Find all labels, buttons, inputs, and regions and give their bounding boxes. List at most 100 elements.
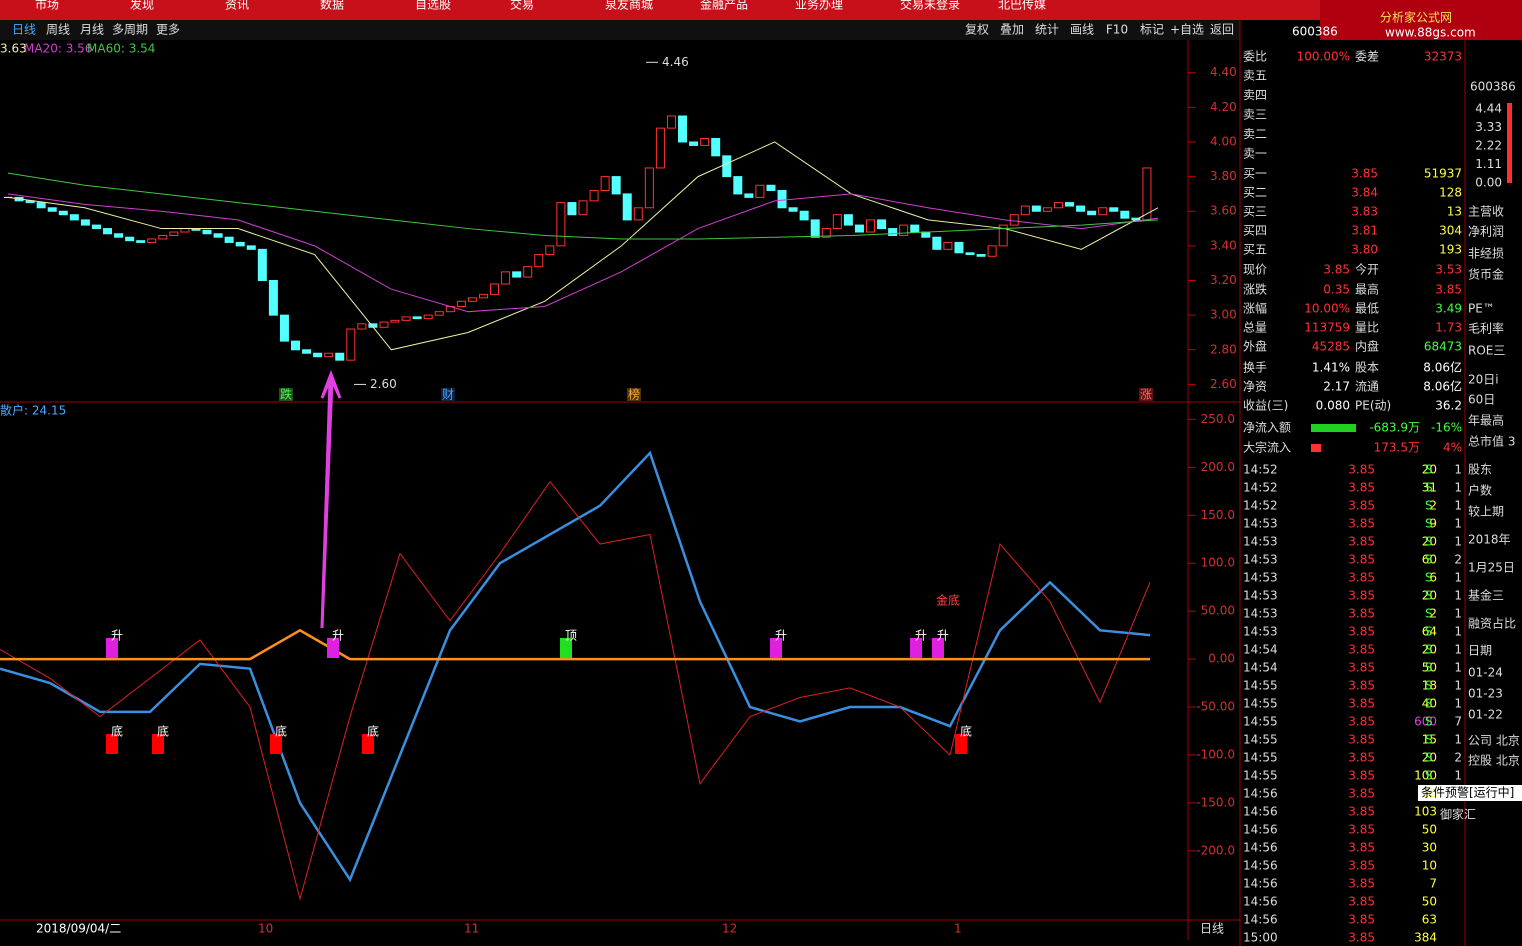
period-label: 日线 bbox=[1200, 922, 1224, 936]
ma-legend: MA60: 3.54 bbox=[87, 42, 155, 56]
flow: 净流入额 bbox=[1243, 421, 1291, 435]
candle bbox=[700, 138, 710, 146]
candle bbox=[1098, 207, 1108, 216]
stat: 股本 bbox=[1355, 361, 1379, 375]
y-tick-label: 200.0 bbox=[1201, 460, 1235, 474]
event-tag bbox=[441, 388, 455, 401]
candle bbox=[810, 219, 820, 238]
trade: 1 bbox=[1454, 499, 1462, 513]
menu-item[interactable]: 数据 bbox=[320, 0, 344, 12]
trade: 3.85 bbox=[1348, 499, 1375, 513]
stat: 收益(三) bbox=[1243, 399, 1288, 413]
candle bbox=[324, 352, 334, 358]
menu-item[interactable]: 发现 bbox=[130, 0, 154, 12]
menu-item[interactable]: 自选股 bbox=[415, 0, 451, 12]
stat: 10.00% bbox=[1304, 302, 1350, 316]
period-tab[interactable]: 日线 bbox=[12, 23, 36, 37]
candle bbox=[36, 202, 46, 209]
y-tick-label: 3.40 bbox=[1210, 238, 1237, 252]
side-item: ROE三 bbox=[1468, 344, 1505, 358]
stat: 总量 bbox=[1243, 321, 1267, 335]
stat: 3.53 bbox=[1435, 263, 1462, 277]
period-tab[interactable]: 多周期 bbox=[112, 23, 148, 37]
candle bbox=[711, 138, 721, 157]
tool-button[interactable]: 叠加 bbox=[1000, 23, 1024, 37]
side-item: 控股 北京 bbox=[1468, 754, 1520, 768]
trade: 30 bbox=[1422, 841, 1437, 855]
candle bbox=[744, 193, 754, 198]
trade: 3.85 bbox=[1348, 607, 1375, 621]
trade: 3.85 bbox=[1348, 751, 1375, 765]
annotation: 2.60 bbox=[370, 377, 397, 391]
period-tab[interactable]: 更多 bbox=[156, 23, 180, 37]
menu-item[interactable]: 交易 bbox=[510, 0, 534, 12]
trade: 14:56 bbox=[1243, 805, 1278, 819]
candle bbox=[103, 228, 113, 235]
trade: 1 bbox=[1454, 679, 1462, 693]
candle bbox=[1020, 205, 1030, 216]
candle bbox=[202, 229, 212, 235]
candle bbox=[357, 323, 367, 330]
sell-level: 卖五 bbox=[1243, 69, 1267, 83]
menu-item[interactable]: 业务办理 bbox=[795, 0, 843, 12]
event-tag bbox=[627, 388, 641, 401]
period-tab[interactable]: 月线 bbox=[80, 23, 104, 37]
menu-item[interactable]: 金融产品 bbox=[700, 0, 748, 12]
trade: 14:53 bbox=[1243, 589, 1278, 603]
side-item: 60日 bbox=[1468, 393, 1495, 407]
stock-code: 600386 bbox=[1292, 25, 1338, 39]
trade: 3.85 bbox=[1348, 463, 1375, 477]
side-item: 20日i bbox=[1468, 373, 1499, 387]
tool-button[interactable]: F10 bbox=[1106, 23, 1128, 37]
signal-label: 底 bbox=[111, 724, 123, 739]
menu-item[interactable]: 泉友商城 bbox=[605, 0, 653, 12]
trade: S bbox=[1425, 481, 1433, 495]
stat: 3.85 bbox=[1435, 283, 1462, 297]
candle bbox=[755, 184, 765, 198]
candle bbox=[921, 231, 931, 238]
candle bbox=[1065, 202, 1075, 207]
candle bbox=[556, 202, 566, 247]
period-tab[interactable]: 周线 bbox=[46, 23, 70, 37]
ma-line bbox=[7, 141, 1159, 351]
tool-button[interactable]: 标记 bbox=[1140, 23, 1164, 37]
trade: 3.85 bbox=[1348, 517, 1375, 531]
signal-label: 底 bbox=[367, 724, 379, 739]
tool-button[interactable]: 复权 bbox=[965, 23, 989, 37]
tool-button[interactable]: +自选 bbox=[1170, 23, 1204, 37]
candle bbox=[213, 233, 223, 238]
stat: 净资 bbox=[1243, 380, 1267, 394]
stat: 1.73 bbox=[1435, 321, 1462, 335]
stat: 涨跌 bbox=[1243, 282, 1267, 297]
candle bbox=[622, 193, 632, 221]
tool-button[interactable]: 统计 bbox=[1035, 23, 1059, 37]
trade: S bbox=[1425, 517, 1433, 531]
candle bbox=[998, 224, 1008, 247]
side-item: 总市值 3 bbox=[1468, 434, 1515, 449]
trade: S bbox=[1425, 733, 1433, 747]
trade: 3.85 bbox=[1348, 679, 1375, 693]
menu-item[interactable]: 资讯 bbox=[225, 0, 249, 12]
event-label: 财 bbox=[442, 388, 454, 402]
trade: 3.85 bbox=[1348, 877, 1375, 891]
y-tick-label: 2.80 bbox=[1210, 342, 1237, 356]
trade: 2 bbox=[1429, 499, 1437, 513]
y-tick-label: 3.00 bbox=[1210, 308, 1237, 322]
order-ratio: 委比 bbox=[1243, 50, 1267, 64]
trade: S bbox=[1425, 661, 1433, 675]
candle bbox=[877, 219, 887, 230]
flow: 大宗流入 bbox=[1243, 440, 1291, 455]
alert-box bbox=[1418, 785, 1522, 801]
trade: 3.85 bbox=[1348, 859, 1375, 873]
signal-bar bbox=[560, 638, 572, 658]
buy-level: 3.84 bbox=[1351, 186, 1378, 200]
trade: S bbox=[1425, 679, 1433, 693]
menu-item[interactable]: 市场 bbox=[35, 0, 59, 12]
candle bbox=[169, 231, 179, 236]
tool-button[interactable]: 画线 bbox=[1070, 23, 1094, 37]
trade: 20 bbox=[1422, 535, 1437, 549]
candle bbox=[69, 214, 79, 221]
trade: S bbox=[1425, 751, 1433, 765]
tool-button[interactable]: 返回 bbox=[1210, 23, 1234, 37]
